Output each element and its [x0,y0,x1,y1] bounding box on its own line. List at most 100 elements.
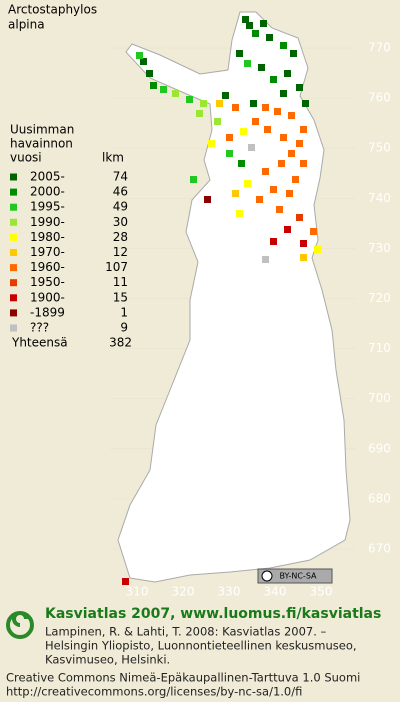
observation-square [236,50,243,57]
observation-square [288,112,295,119]
legend-heading: Uusimman [10,123,74,137]
observation-square [150,82,157,89]
observation-square [290,50,297,57]
legend-swatch [10,203,17,211]
legend-swatch [10,188,17,196]
observation-square [214,118,221,125]
y-coordinate-label: 670 [368,542,391,556]
legend-swatch [10,249,17,256]
observation-square [292,176,299,183]
legend-heading: havainnon [10,137,73,151]
y-coordinate-label: 760 [368,91,391,105]
observation-square [238,160,245,167]
citation: Lampinen, R. & Lahti, T. 2008: Kasviatla… [45,625,327,639]
species-name: Arctostaphylos [8,3,97,17]
badge-text: BY-NC-SA [279,572,317,581]
license: http://creativecommons.org/licenses/by-n… [6,685,302,699]
observation-square [226,150,233,157]
legend-heading: vuosi [10,151,42,165]
x-coordinate-label: 340 [264,585,287,599]
cc-badge: BY-NC-SA [257,568,333,584]
legend-count: 74 [113,170,128,184]
observation-square [246,22,253,29]
badge-box [257,568,333,584]
observation-square [278,160,285,167]
observation-square [270,76,277,83]
observation-square [216,100,223,107]
legend-label: 2005- [30,170,65,184]
species-name: alpina [8,18,45,32]
legend-swatch [10,173,17,181]
y-coordinate-label: 720 [368,291,391,305]
observation-square [200,100,207,107]
observation-square [296,214,303,221]
x-coordinate-label: 310 [126,585,149,599]
badge-icon [261,570,273,582]
legend-count: 1 [120,305,128,319]
legend-label: 2000- [30,185,65,199]
total-count: 382 [109,336,132,350]
observation-square [186,96,193,103]
x-coordinate-label: 350 [310,585,333,599]
logo [6,611,35,639]
citation: Helsingin Yliopisto, Luonnontieteellinen… [45,639,357,653]
observation-square [276,206,283,213]
observation-square [262,168,269,175]
x-coordinate-label: 330 [218,585,241,599]
legend-label: 1960- [30,260,65,274]
observation-square [314,246,321,253]
observation-square [286,190,293,197]
legend-swatch [10,233,17,241]
legend-count: 49 [113,200,128,214]
license: Creative Commons Nimeä-Epäkaupallinen-Ta… [6,671,360,685]
legend-count: 107 [105,260,128,274]
observation-square [160,86,167,93]
observation-square [284,70,291,77]
legend-count: 9 [120,321,128,335]
y-coordinate-label: 730 [368,241,391,255]
y-coordinate-label: 710 [368,341,391,355]
observation-square [296,140,303,147]
observation-square [300,126,307,133]
observation-square [204,196,211,203]
footer-title: Kasviatlas 2007, www.luomus.fi/kasviatla… [45,606,381,622]
observation-square [240,128,247,135]
observation-square [274,108,281,115]
observation-square [226,134,233,141]
legend-swatch [10,279,17,287]
observation-square [244,180,251,187]
legend-label: 1970- [30,245,65,259]
observation-square [196,110,203,117]
legend-count: 11 [113,275,128,289]
legend-swatch [10,324,17,332]
observation-square [264,126,271,133]
observation-square [302,100,309,107]
legend-count: 30 [113,215,128,229]
y-coordinate-label: 700 [368,391,391,405]
y-coordinate-label: 740 [368,191,391,205]
legend-label: 1995- [30,200,65,214]
observation-square [300,254,307,261]
observation-square [258,64,265,71]
observation-square [236,210,243,217]
observation-square [310,228,317,235]
legend-label: 1980- [30,230,65,244]
observation-square [300,240,307,247]
legend-label: 1990- [30,215,65,229]
legend-swatch [10,218,17,226]
legend-count: 12 [113,245,128,259]
y-coordinate-label: 680 [368,491,391,505]
legend-label: ??? [30,321,49,335]
legend-swatch [10,309,17,317]
observation-square [280,134,287,141]
citation: Kasvimuseo, Helsinki. [45,653,170,667]
observation-square [248,144,255,151]
legend-count: 46 [113,185,128,199]
observation-square [300,160,307,167]
observation-square [232,190,239,197]
legend-label: -1899 [30,305,65,319]
observation-square [172,90,179,97]
legend-label: 1950- [30,275,65,289]
legend-count: 15 [113,290,128,304]
